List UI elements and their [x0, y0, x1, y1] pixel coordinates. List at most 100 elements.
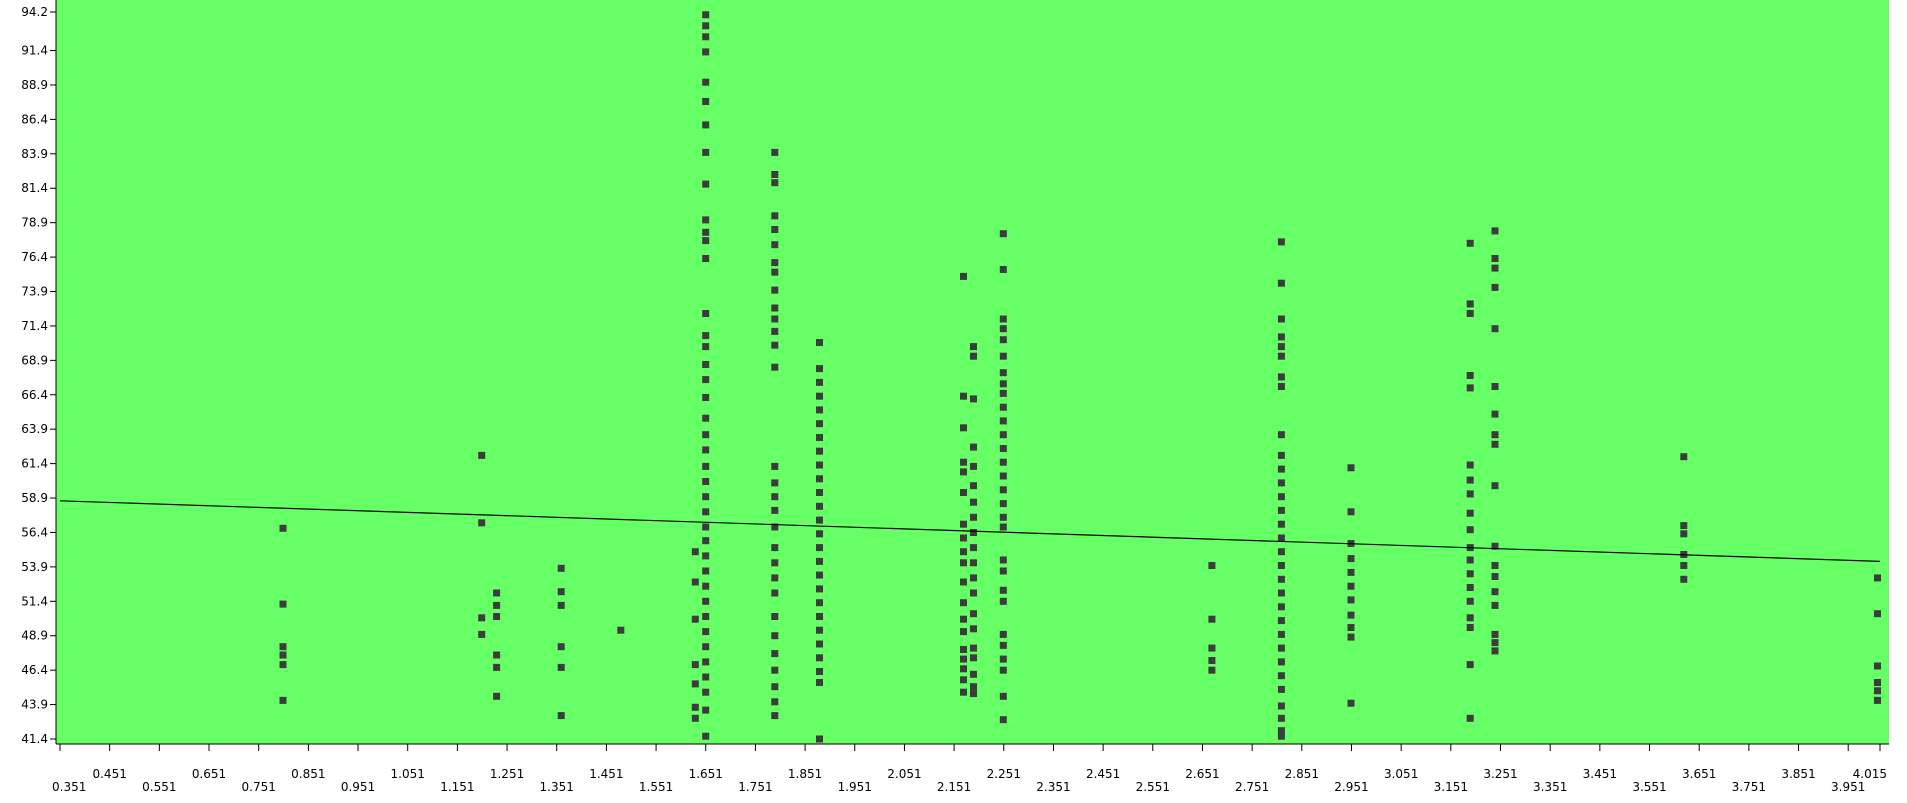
data-point	[702, 523, 710, 531]
data-point	[771, 613, 779, 620]
data-point	[702, 216, 710, 224]
data-point	[970, 610, 977, 618]
data-point	[702, 597, 710, 605]
x-tick-label: 0.951	[341, 780, 375, 794]
data-point	[1680, 453, 1688, 461]
data-point	[960, 688, 967, 696]
x-tick-label: 1.651	[689, 767, 723, 781]
data-point	[1466, 570, 1474, 578]
data-point	[970, 559, 977, 567]
data-point	[1491, 255, 1499, 262]
data-point	[702, 228, 710, 236]
data-point	[1277, 658, 1285, 666]
data-point	[1277, 630, 1285, 638]
y-tick-label: 58.9	[21, 491, 48, 505]
data-point	[1347, 624, 1355, 631]
data-point	[771, 559, 779, 567]
data-point	[1208, 657, 1216, 664]
data-point	[816, 461, 823, 469]
data-point	[702, 658, 710, 666]
data-point	[999, 230, 1007, 238]
data-point	[1680, 562, 1688, 569]
data-point	[702, 628, 710, 636]
y-tick-label: 76.4	[21, 250, 48, 264]
data-point	[999, 655, 1007, 663]
data-point	[1277, 534, 1285, 542]
data-point	[999, 445, 1007, 452]
data-point	[999, 472, 1007, 480]
data-point	[999, 716, 1007, 724]
data-point	[999, 500, 1007, 508]
data-point	[771, 259, 779, 267]
data-point	[816, 378, 823, 386]
data-point	[1277, 465, 1285, 473]
data-point	[702, 567, 710, 575]
data-point	[771, 589, 779, 597]
data-point	[1491, 227, 1499, 235]
data-point	[1874, 696, 1881, 704]
data-point	[1491, 431, 1499, 439]
data-point	[702, 478, 710, 485]
data-point	[816, 406, 823, 414]
x-tick-label: 1.151	[440, 780, 474, 794]
data-point	[702, 255, 710, 262]
data-point	[702, 332, 710, 340]
data-point	[691, 714, 699, 722]
data-point	[816, 434, 823, 441]
data-point	[816, 668, 823, 675]
data-point	[816, 585, 823, 593]
data-point	[1277, 493, 1285, 501]
x-tick-label: 0.451	[92, 767, 126, 781]
data-point	[1466, 239, 1474, 247]
x-tick-label: 3.951	[1831, 780, 1865, 794]
data-point	[771, 341, 779, 349]
y-tick-label: 83.9	[21, 147, 48, 161]
data-point	[999, 486, 1007, 494]
data-point	[816, 571, 823, 579]
data-point	[702, 343, 710, 351]
data-point	[702, 414, 710, 422]
data-point	[960, 578, 967, 586]
data-point	[702, 732, 710, 740]
y-tick-label: 68.9	[21, 353, 48, 367]
data-point	[557, 663, 565, 671]
data-point	[1491, 639, 1499, 647]
data-point	[1277, 575, 1285, 583]
data-point	[771, 171, 779, 178]
data-point	[999, 315, 1007, 323]
data-point	[816, 365, 823, 373]
data-point	[816, 599, 823, 607]
data-point	[1491, 573, 1499, 580]
data-point	[771, 523, 779, 531]
x-tick-label: 1.751	[738, 780, 772, 794]
data-point	[999, 513, 1007, 521]
x-tick-label: 2.951	[1334, 780, 1368, 794]
data-point	[771, 179, 779, 187]
x-tick-label: 1.051	[391, 767, 425, 781]
data-point	[999, 389, 1007, 397]
data-point	[771, 493, 779, 501]
data-point	[999, 586, 1007, 594]
data-point	[1347, 555, 1355, 563]
data-point	[702, 78, 710, 86]
data-point	[816, 640, 823, 648]
x-tick-label: 2.751	[1235, 780, 1269, 794]
data-point	[970, 513, 977, 521]
data-point	[1491, 562, 1499, 569]
data-point	[771, 544, 779, 552]
data-point	[1491, 440, 1499, 448]
plot-background	[56, 0, 1889, 744]
data-point	[557, 588, 565, 596]
data-point	[1491, 588, 1499, 596]
data-point	[478, 519, 486, 527]
data-point	[478, 451, 486, 459]
data-point	[1466, 597, 1474, 605]
data-point	[702, 180, 710, 188]
x-tick-label: 2.251	[987, 767, 1021, 781]
trend-line	[59, 500, 1881, 562]
data-point	[1277, 562, 1285, 569]
data-point	[771, 226, 779, 233]
data-point	[557, 643, 565, 651]
data-point	[816, 475, 823, 483]
